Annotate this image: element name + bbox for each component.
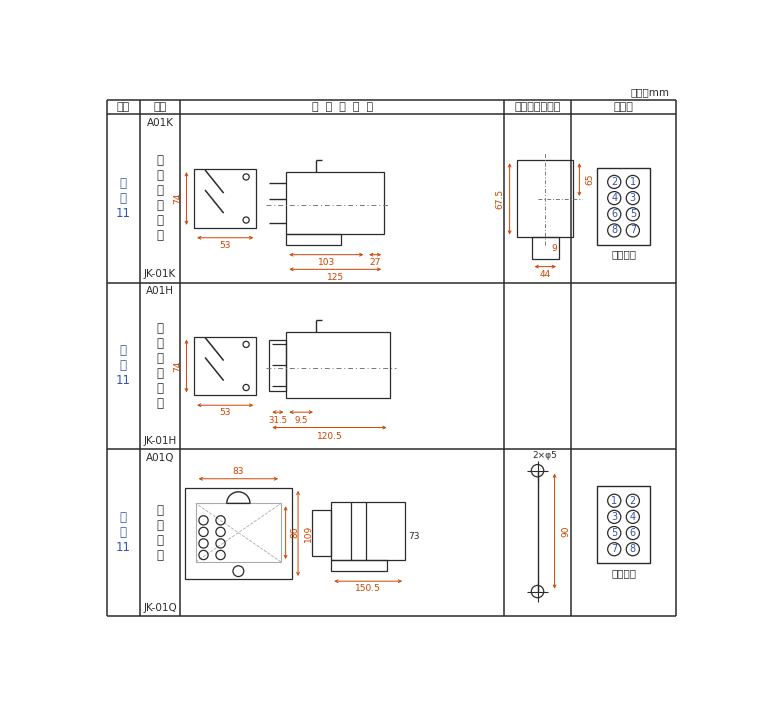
- Text: 74: 74: [173, 193, 182, 204]
- Text: 44: 44: [540, 270, 551, 279]
- Text: 53: 53: [220, 241, 231, 250]
- Text: 109: 109: [304, 525, 312, 542]
- Text: 7: 7: [630, 226, 636, 236]
- Text: 附
图
11: 附 图 11: [116, 511, 131, 554]
- Text: （前视）: （前视）: [611, 568, 636, 578]
- Text: 8: 8: [630, 544, 636, 554]
- Text: （背视）: （背视）: [611, 249, 636, 259]
- Text: 3: 3: [611, 512, 617, 522]
- Text: JK-01H: JK-01H: [144, 436, 177, 446]
- Text: 附
图
11: 附 图 11: [116, 177, 131, 220]
- Bar: [312, 510, 331, 555]
- Text: 103: 103: [318, 258, 335, 267]
- Text: 53: 53: [220, 408, 231, 418]
- Text: 73: 73: [409, 532, 420, 541]
- Text: 4: 4: [611, 193, 617, 203]
- Bar: [518, 161, 573, 237]
- Bar: [195, 169, 256, 228]
- Text: 6: 6: [611, 209, 617, 219]
- Text: A01K: A01K: [147, 118, 173, 128]
- Bar: [597, 486, 650, 563]
- Text: 83: 83: [233, 468, 244, 476]
- Bar: [269, 340, 287, 391]
- Text: A01Q: A01Q: [146, 453, 174, 463]
- Text: 嵌
入
式
后
接
线: 嵌 入 式 后 接 线: [157, 154, 163, 243]
- Text: 5: 5: [611, 528, 617, 538]
- Text: 2×φ5: 2×φ5: [532, 451, 557, 460]
- Bar: [185, 488, 292, 579]
- Text: 安装开孔尺寸图: 安装开孔尺寸图: [515, 102, 561, 112]
- Bar: [287, 234, 340, 246]
- Text: 8: 8: [611, 226, 617, 236]
- Text: JK-01K: JK-01K: [144, 269, 176, 279]
- Bar: [287, 332, 389, 398]
- Text: 125: 125: [327, 273, 344, 281]
- Bar: [195, 337, 256, 396]
- Text: JK-01Q: JK-01Q: [143, 603, 177, 613]
- Bar: [331, 502, 405, 560]
- Text: 图号: 图号: [117, 102, 130, 112]
- Text: 2: 2: [611, 177, 617, 187]
- Text: 86: 86: [290, 527, 299, 538]
- Text: 端子图: 端子图: [613, 102, 634, 112]
- Text: 单位：mm: 单位：mm: [630, 87, 670, 97]
- Text: 5: 5: [630, 209, 636, 219]
- Bar: [196, 503, 281, 562]
- Text: 1: 1: [630, 177, 636, 187]
- Bar: [331, 560, 387, 571]
- Text: 120.5: 120.5: [317, 431, 342, 441]
- Text: 9: 9: [552, 243, 557, 253]
- Bar: [287, 172, 384, 234]
- Text: 1: 1: [611, 496, 617, 506]
- Text: 板
前
接
线: 板 前 接 线: [157, 503, 163, 562]
- Text: 外  形  尺  寸  图: 外 形 尺 寸 图: [312, 102, 373, 112]
- Text: 65: 65: [585, 174, 594, 186]
- Text: 67.5: 67.5: [495, 188, 504, 209]
- Text: 31.5: 31.5: [268, 416, 287, 425]
- Text: 结构: 结构: [154, 102, 166, 112]
- Text: 9.5: 9.5: [294, 416, 308, 425]
- Bar: [532, 237, 559, 259]
- Text: 附
图
11: 附 图 11: [116, 344, 131, 388]
- Text: 2: 2: [630, 496, 636, 506]
- Text: 74: 74: [173, 361, 182, 372]
- Text: 6: 6: [630, 528, 636, 538]
- Text: 90: 90: [561, 526, 570, 537]
- Text: 27: 27: [369, 258, 381, 267]
- Text: 4: 4: [630, 512, 636, 522]
- Text: A01H: A01H: [146, 286, 174, 296]
- Text: 7: 7: [611, 544, 617, 554]
- Bar: [597, 168, 650, 245]
- Text: 凸
出
板
后
接
线: 凸 出 板 后 接 线: [157, 322, 163, 410]
- Text: 3: 3: [630, 193, 636, 203]
- Text: 150.5: 150.5: [355, 584, 381, 593]
